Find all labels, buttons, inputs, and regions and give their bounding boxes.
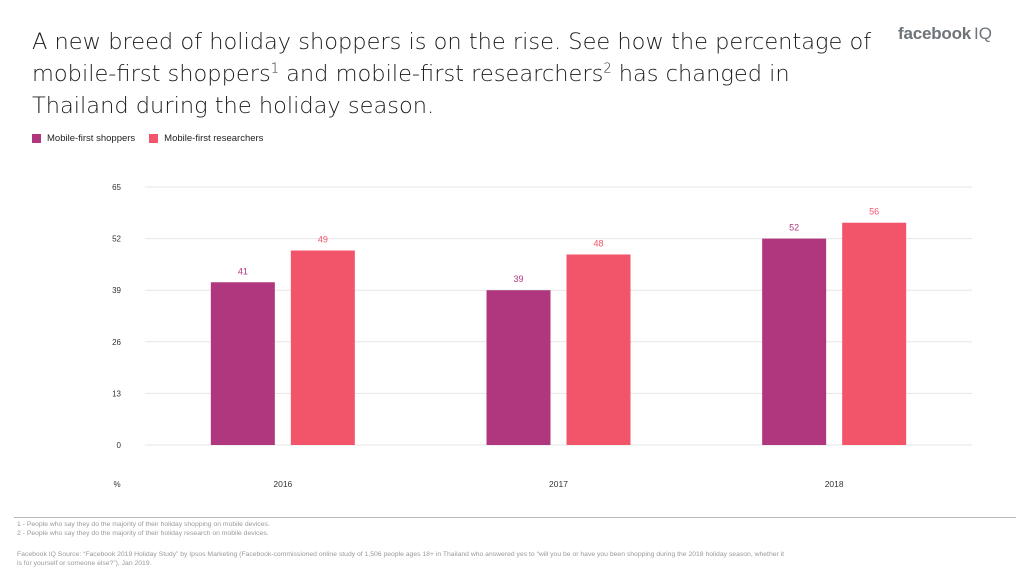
bar-chart: 0 13 26 39 52 65% 2016 41 49 2017 39 48 2018 52 56 bbox=[112, 183, 972, 489]
legend-item-researchers: Mobile-first researchers bbox=[149, 133, 263, 144]
data-label: 41 bbox=[238, 266, 248, 276]
title-text-3: has changed in Thailand during the holid… bbox=[32, 61, 790, 119]
brand-name: facebook bbox=[898, 24, 972, 43]
bar-shoppers bbox=[762, 238, 827, 445]
y-tick-label: 0 bbox=[117, 441, 122, 450]
bar-shoppers bbox=[210, 282, 275, 445]
source-note: Facebook IQ Source: “Facebook 2019 Holid… bbox=[17, 551, 785, 567]
footer-divider bbox=[14, 517, 1016, 518]
y-tick-label: 13 bbox=[112, 389, 121, 398]
x-tick-label: 2016 bbox=[273, 479, 292, 489]
legend-swatch-shoppers bbox=[32, 134, 41, 143]
facebook-iq-logo: facebook IQ bbox=[898, 24, 992, 44]
data-label: 48 bbox=[593, 238, 603, 248]
x-tick-label: 2018 bbox=[825, 479, 844, 489]
footnote-2: 2 - People who say they do the majority … bbox=[17, 530, 269, 537]
bar-researchers bbox=[290, 250, 355, 445]
y-tick-label: 26 bbox=[112, 338, 121, 347]
footnotes: 1 - People who say they do the majority … bbox=[17, 520, 270, 538]
y-tick-label: 65 bbox=[112, 183, 121, 192]
title-footnote-2: 2 bbox=[603, 61, 612, 77]
data-label: 52 bbox=[789, 223, 799, 233]
bar-researchers bbox=[842, 222, 907, 445]
chart-legend: Mobile-first shoppers Mobile-first resea… bbox=[32, 133, 263, 144]
y-unit-label: % bbox=[113, 480, 120, 489]
y-tick-label: 39 bbox=[112, 286, 121, 295]
data-label: 39 bbox=[513, 274, 523, 284]
legend-label-researchers: Mobile-first researchers bbox=[164, 133, 264, 144]
bar-researchers bbox=[566, 254, 631, 445]
legend-item-shoppers: Mobile-first shoppers bbox=[32, 133, 135, 144]
legend-swatch-researchers bbox=[149, 134, 159, 143]
y-tick-label: 52 bbox=[112, 235, 121, 244]
title-text-1: A new breed of holiday shoppers is on th… bbox=[32, 29, 872, 87]
legend-label-shoppers: Mobile-first shoppers bbox=[47, 133, 136, 144]
chart-title: A new breed of holiday shoppers is on th… bbox=[32, 26, 872, 122]
title-text-2: and mobile-first researchers bbox=[278, 61, 604, 87]
brand-suffix: IQ bbox=[974, 24, 992, 43]
footnote-1: 1 - People who say they do the majority … bbox=[17, 521, 270, 528]
data-label: 56 bbox=[869, 207, 879, 217]
data-label: 49 bbox=[318, 235, 328, 245]
x-tick-label: 2017 bbox=[549, 479, 568, 489]
bar-shoppers bbox=[486, 290, 551, 445]
title-footnote-1: 1 bbox=[270, 61, 279, 77]
